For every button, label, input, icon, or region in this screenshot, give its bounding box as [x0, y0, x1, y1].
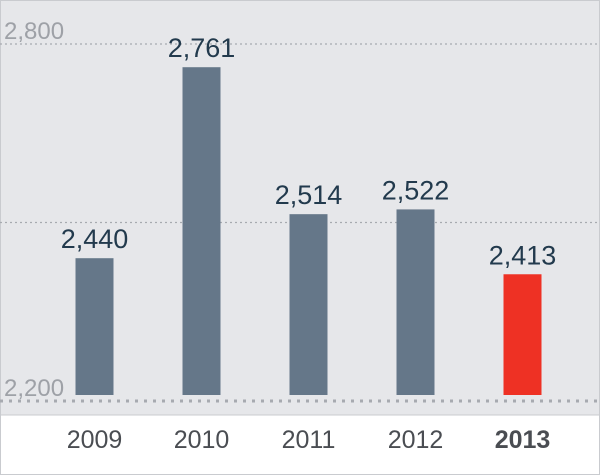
bar-2012 [396, 209, 435, 395]
x-tick-labels: 2009 2010 2011 2012 2013 [67, 426, 551, 454]
value-label-2009: 2,440 [61, 224, 129, 254]
y-tick-label: 2,800 [4, 18, 64, 45]
bar-2011 [289, 214, 328, 395]
bar-2010 [182, 67, 221, 395]
bar-2009 [75, 258, 114, 395]
x-tick-label-2010: 2010 [174, 426, 230, 454]
value-labels: 2,440 2,761 2,514 2,522 2,413 [61, 33, 557, 270]
x-tick-label-2011: 2011 [282, 426, 336, 454]
value-label-2012: 2,522 [382, 175, 450, 205]
x-tick-label-2012: 2012 [388, 426, 444, 454]
value-label-2010: 2,761 [168, 33, 236, 63]
x-tick-label-2013: 2013 [495, 426, 551, 454]
y-tick-label: 2,200 [4, 375, 64, 402]
bars [75, 67, 542, 395]
value-label-2013: 2,413 [489, 240, 557, 270]
value-label-2011: 2,514 [275, 180, 343, 210]
y-tick-labels: 2,800 2,200 [4, 18, 64, 402]
bar-2013 [503, 274, 542, 395]
x-tick-label-2009: 2009 [67, 426, 123, 454]
